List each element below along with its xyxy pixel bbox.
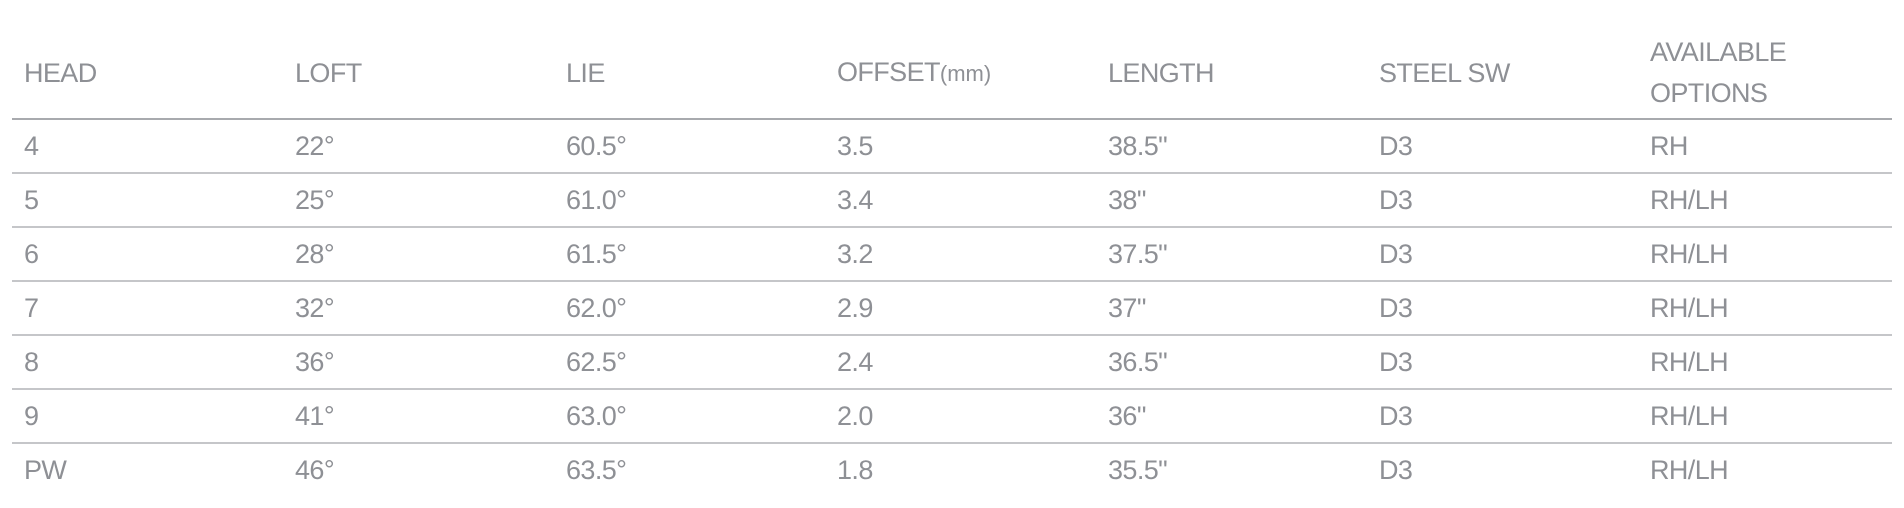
cell-head: 4 (12, 119, 283, 174)
column-header-head: HEAD (12, 28, 283, 120)
table-row: 5 25° 61.0° 3.4 38" D3 RH/LH (12, 173, 1892, 228)
cell-steel-sw: D3 (1367, 119, 1638, 174)
cell-length: 36.5" (1096, 335, 1367, 390)
cell-loft: 25° (283, 173, 554, 228)
cell-loft: 22° (283, 119, 554, 174)
table-row: 4 22° 60.5° 3.5 38.5" D3 RH (12, 119, 1892, 174)
cell-steel-sw: D3 (1367, 227, 1638, 282)
column-header-label: AVAILABLE OPTIONS (1650, 37, 1787, 108)
cell-loft: 41° (283, 389, 554, 444)
column-header-label: STEEL SW (1379, 57, 1510, 88)
cell-length: 37" (1096, 281, 1367, 336)
cell-head: PW (24, 455, 67, 485)
specifications-table: HEAD LOFT LIE OFFSET(mm) LENGTH STEEL SW… (12, 28, 1892, 497)
cell-available-options: RH (1638, 119, 1892, 174)
column-header-lie: LIE (554, 28, 825, 120)
cell-lie: 62.0° (554, 281, 825, 336)
column-header-steel-sw: STEEL SW (1367, 28, 1638, 120)
cell-steel-sw: D3 (1367, 389, 1638, 444)
cell-steel-sw: D3 (1379, 455, 1413, 485)
table-row: 6 28° 61.5° 3.2 37.5" D3 RH/LH (12, 227, 1892, 282)
cell-offset: 3.5 (825, 119, 1096, 174)
table-row: 9 41° 63.0° 2.0 36" D3 RH/LH (12, 389, 1892, 444)
cell-head: 6 (12, 227, 283, 282)
cell-head: 8 (12, 335, 283, 390)
cell-loft: 28° (283, 227, 554, 282)
cell-steel-sw: D3 (1367, 335, 1638, 390)
cell-head: 5 (12, 173, 283, 228)
column-header-length: LENGTH (1096, 28, 1367, 120)
cell-length: 38" (1096, 173, 1367, 228)
column-header-loft: LOFT (283, 28, 554, 120)
cell-lie: 62.5° (554, 335, 825, 390)
column-header-unit: (mm) (939, 61, 992, 86)
cell-lie: 61.5° (554, 227, 825, 282)
cell-available-options: RH/LH (1638, 335, 1892, 390)
cell-offset: 1.8 (837, 455, 873, 485)
column-header-label: LENGTH (1108, 57, 1215, 88)
header-row: HEAD LOFT LIE OFFSET(mm) LENGTH STEEL SW… (12, 28, 1892, 120)
cell-lie: 63.5° (566, 455, 627, 485)
column-header-label: OFFSET (837, 57, 941, 87)
cell-steel-sw: D3 (1367, 173, 1638, 228)
cell-offset: 2.9 (825, 281, 1096, 336)
table-row: PW 46° 63.5° 1.8 35.5" D3 RH/LH (12, 443, 1892, 497)
cell-available-options: RH/LH (1650, 455, 1729, 485)
cell-lie: 63.0° (554, 389, 825, 444)
cell-offset: 2.0 (825, 389, 1096, 444)
cell-available-options: RH/LH (1638, 173, 1892, 228)
cell-head: 7 (12, 281, 283, 336)
cell-available-options: RH/LH (1638, 281, 1892, 336)
column-header-label: LOFT (295, 57, 362, 88)
table-header: HEAD LOFT LIE OFFSET(mm) LENGTH STEEL SW… (12, 28, 1892, 120)
cell-length: 37.5" (1096, 227, 1367, 282)
table-body: 4 22° 60.5° 3.5 38.5" D3 RH 5 25° 61.0° … (12, 119, 1892, 497)
cell-length: 36" (1096, 389, 1367, 444)
table-row: 8 36° 62.5° 2.4 36.5" D3 RH/LH (12, 335, 1892, 390)
cell-length: 38.5" (1096, 119, 1367, 174)
cell-offset: 3.4 (825, 173, 1096, 228)
cell-loft: 32° (283, 281, 554, 336)
cell-available-options: RH/LH (1638, 389, 1892, 444)
cell-steel-sw: D3 (1367, 281, 1638, 336)
column-header-offset: OFFSET(mm) (825, 28, 1096, 120)
table-row: 7 32° 62.0° 2.9 37" D3 RH/LH (12, 281, 1892, 336)
cell-lie: 61.0° (554, 173, 825, 228)
cell-lie: 60.5° (554, 119, 825, 174)
cell-head: 9 (12, 389, 283, 444)
column-header-available-options: AVAILABLE OPTIONS (1638, 28, 1892, 120)
cell-offset: 2.4 (825, 335, 1096, 390)
cell-loft: 36° (283, 335, 554, 390)
cell-loft: 46° (295, 455, 335, 485)
column-header-label: HEAD (24, 57, 97, 88)
cell-available-options: RH/LH (1638, 227, 1892, 282)
column-header-label: LIE (566, 57, 605, 88)
cell-offset: 3.2 (825, 227, 1096, 282)
cell-length: 35.5" (1108, 455, 1168, 485)
